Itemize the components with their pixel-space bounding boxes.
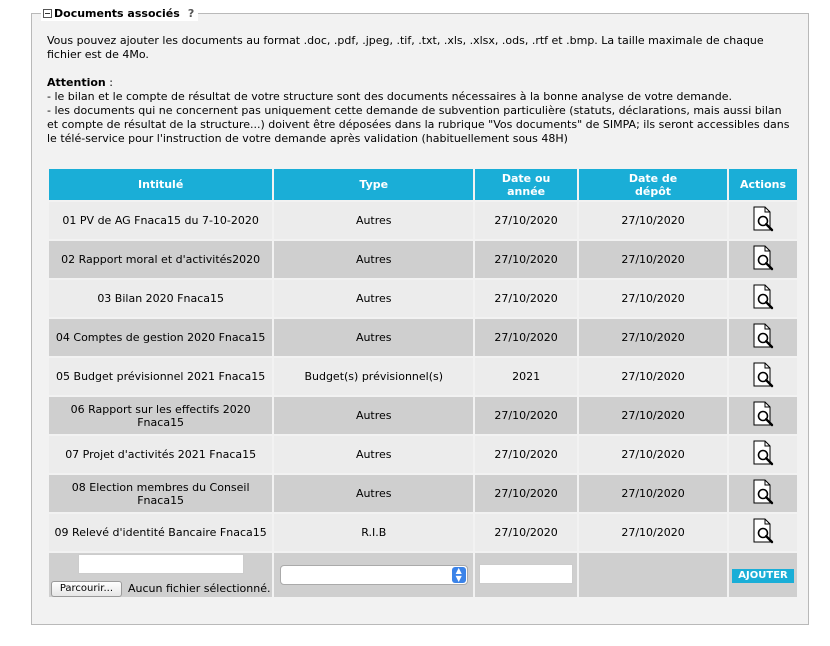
- cell-type: Autres: [274, 241, 474, 278]
- cell-type: Autres: [274, 475, 474, 512]
- table-row: 01 PV de AG Fnaca15 du 7-10-2020 Autres 27…: [49, 202, 797, 239]
- header-type: Type: [274, 169, 474, 200]
- attention-title: Attention: [47, 76, 106, 89]
- cell-type: Budget(s) prévisionnel(s): [274, 358, 474, 395]
- cell-date: 27/10/2020: [475, 241, 578, 278]
- cell-actions: [729, 514, 797, 551]
- header-date-annee: Date ou année: [475, 169, 578, 200]
- cell-type: R.I.B: [274, 514, 474, 551]
- cell-intitule: 06 Rapport sur les effectifs 2020 Fnaca1…: [49, 397, 273, 434]
- cell-date: 27/10/2020: [475, 202, 578, 239]
- header-actions: Actions: [729, 169, 797, 200]
- fieldset-legend: Documents associés ?: [41, 5, 199, 21]
- table-row: 06 Rapport sur les effectifs 2020 Fnaca1…: [49, 397, 797, 434]
- table-row: 07 Projet d'activités 2021 Fnaca15 Autres…: [49, 436, 797, 473]
- document-view-icon[interactable]: [751, 440, 775, 466]
- document-view-icon[interactable]: [751, 323, 775, 349]
- type-select[interactable]: ▲ ▼: [279, 565, 468, 585]
- cell-date: 27/10/2020: [475, 475, 578, 512]
- intitule-input[interactable]: [77, 553, 244, 574]
- date-cell: [475, 553, 578, 597]
- formats-note: Vous pouvez ajouter les documents au for…: [47, 34, 764, 61]
- cell-actions: [729, 436, 797, 473]
- cell-intitule: 07 Projet d'activités 2021 Fnaca15: [49, 436, 273, 473]
- document-view-icon[interactable]: [751, 245, 775, 271]
- document-view-icon[interactable]: [751, 518, 775, 544]
- attention-line-1: - le bilan et le compte de résultat de v…: [47, 90, 732, 103]
- help-icon[interactable]: ?: [187, 6, 195, 20]
- cell-actions: [729, 280, 797, 317]
- document-view-icon[interactable]: [751, 206, 775, 232]
- intro-text: Vous pouvez ajouter les documents au for…: [47, 34, 792, 62]
- cell-type: Autres: [274, 319, 474, 356]
- cell-depot: 27/10/2020: [579, 514, 728, 551]
- cell-intitule: 08 Election membres du Conseil Fnaca15: [49, 475, 273, 512]
- browse-button[interactable]: Parcourir...: [50, 580, 123, 597]
- cell-type: Autres: [274, 397, 474, 434]
- attention-block: Attention : - le bilan et le compte de r…: [47, 76, 792, 146]
- no-file-label: Aucun fichier sélectionné.: [128, 582, 271, 595]
- cell-depot: 27/10/2020: [579, 436, 728, 473]
- select-arrows-icon: ▲ ▼: [451, 567, 466, 583]
- cell-intitule: 05 Budget prévisionnel 2021 Fnaca15: [49, 358, 273, 395]
- cell-depot: 27/10/2020: [579, 319, 728, 356]
- cell-depot: 27/10/2020: [579, 241, 728, 278]
- cell-type: Autres: [274, 436, 474, 473]
- attention-colon: :: [105, 76, 113, 89]
- document-view-icon[interactable]: [751, 479, 775, 505]
- cell-actions: [729, 475, 797, 512]
- cell-intitule: 04 Comptes de gestion 2020 Fnaca15: [49, 319, 273, 356]
- header-date-depot: Date de dépôt: [579, 169, 728, 200]
- cell-actions: [729, 241, 797, 278]
- cell-actions: [729, 319, 797, 356]
- cell-date: 27/10/2020: [475, 436, 578, 473]
- table-row: 03 Bilan 2020 Fnaca15 Autres 27/10/2020 27/…: [49, 280, 797, 317]
- header-intitule: Intitulé: [49, 169, 273, 200]
- document-view-icon[interactable]: [751, 284, 775, 310]
- cell-type: Autres: [274, 280, 474, 317]
- table-row: 09 Relevé d'identité Bancaire Fnaca15 R.I…: [49, 514, 797, 551]
- table-row: 08 Election membres du Conseil Fnaca15 Au…: [49, 475, 797, 512]
- cell-intitule: 02 Rapport moral et d'activités2020: [49, 241, 273, 278]
- table-header-row: Intitulé Type Date ou année Date de dépôt …: [49, 169, 797, 200]
- cell-date: 27/10/2020: [475, 280, 578, 317]
- cell-actions: [729, 358, 797, 395]
- cell-type: Autres: [274, 202, 474, 239]
- add-document-row: Parcourir... Aucun fichier sélectionné. …: [49, 553, 797, 597]
- legend-title: Documents associés: [54, 6, 180, 20]
- type-cell: ▲ ▼: [274, 553, 474, 597]
- collapse-icon[interactable]: [43, 8, 52, 18]
- cell-date: 2021: [475, 358, 578, 395]
- table-row: 04 Comptes de gestion 2020 Fnaca15 Autres…: [49, 319, 797, 356]
- cell-date: 27/10/2020: [475, 514, 578, 551]
- cell-intitule: 01 PV de AG Fnaca15 du 7-10-2020: [49, 202, 273, 239]
- file-cell: Parcourir... Aucun fichier sélectionné.: [49, 553, 273, 597]
- cell-actions: [729, 397, 797, 434]
- cell-intitule: 09 Relevé d'identité Bancaire Fnaca15: [49, 514, 273, 551]
- table-row: 02 Rapport moral et d'activités2020 Autre…: [49, 241, 797, 278]
- depot-cell: [579, 553, 728, 597]
- add-button[interactable]: AJOUTER: [732, 568, 794, 583]
- cell-depot: 27/10/2020: [579, 202, 728, 239]
- date-input[interactable]: [479, 563, 574, 584]
- cell-depot: 27/10/2020: [579, 397, 728, 434]
- cell-depot: 27/10/2020: [579, 280, 728, 317]
- cell-intitule: 03 Bilan 2020 Fnaca15: [49, 280, 273, 317]
- cell-actions: [729, 202, 797, 239]
- cell-date: 27/10/2020: [475, 397, 578, 434]
- document-view-icon[interactable]: [751, 362, 775, 388]
- attention-line-2: - les documents qui ne concernent pas un…: [47, 104, 790, 145]
- documents-table: Intitulé Type Date ou année Date de dépôt …: [47, 167, 799, 599]
- add-cell: AJOUTER: [729, 553, 797, 597]
- cell-depot: 27/10/2020: [579, 475, 728, 512]
- cell-date: 27/10/2020: [475, 319, 578, 356]
- table-row: 05 Budget prévisionnel 2021 Fnaca15 Budge…: [49, 358, 797, 395]
- cell-depot: 27/10/2020: [579, 358, 728, 395]
- document-view-icon[interactable]: [751, 401, 775, 427]
